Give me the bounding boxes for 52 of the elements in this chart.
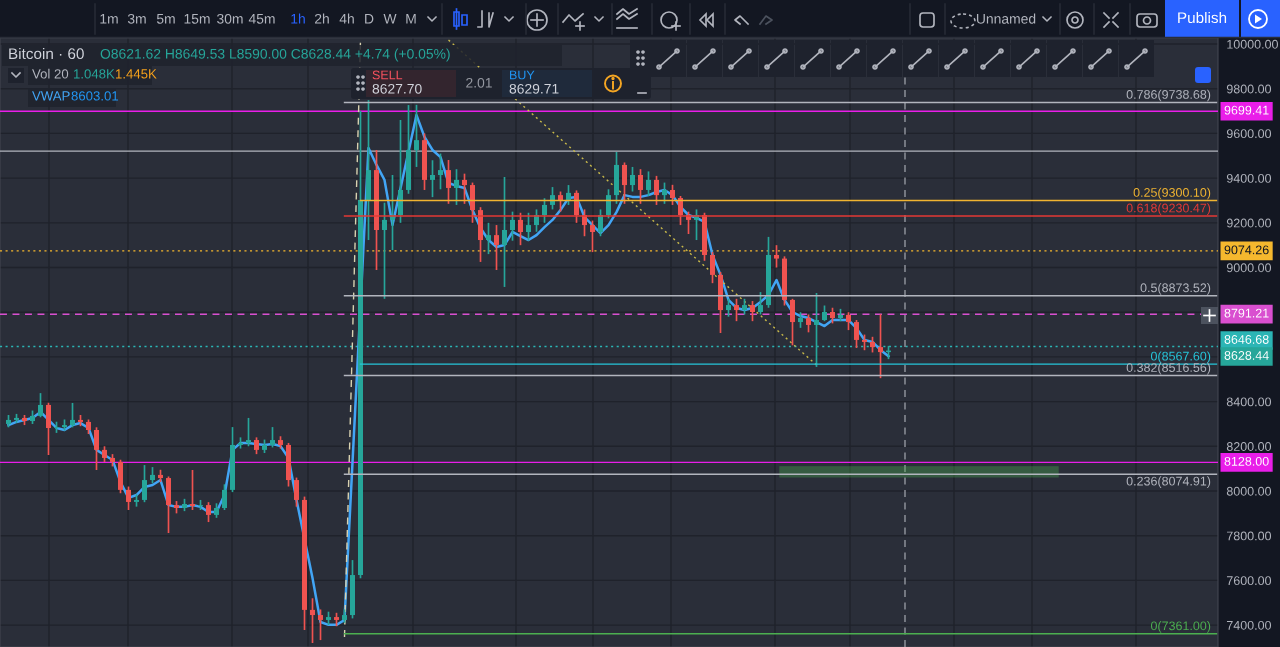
ref-line-label: 8646.68 — [1224, 335, 1269, 344]
series-label: 0.618(9230.47) — [1126, 203, 1211, 215]
annotation: 2.01 — [466, 77, 492, 88]
series-label: 0.5(8873.52) — [1140, 283, 1211, 295]
annotation: 1.048K — [74, 69, 115, 79]
y-tick-label: 7800.00 — [1226, 531, 1272, 541]
text: 45m — [248, 14, 275, 24]
text: 3m — [127, 13, 146, 24]
text: Publish — [1178, 11, 1227, 24]
text: 15m — [184, 14, 210, 24]
text: 1m — [100, 14, 118, 24]
series-label: 0.25(9300.10) — [1133, 187, 1211, 200]
y-tick-label: 8200.00 — [1226, 442, 1272, 451]
text: 4h — [339, 13, 354, 24]
y-tick-label: 8000.00 — [1226, 486, 1272, 496]
ref-line-label: 9699.41 — [1224, 105, 1269, 115]
ref-line-label: 8791.21 — [1224, 308, 1269, 318]
annotation: Vol 20 — [32, 68, 69, 79]
y-tick-label: 9800.00 — [1226, 84, 1272, 94]
y-tick-label: 10000.00 — [1227, 39, 1278, 49]
y-tick-label: 7400.00 — [1226, 620, 1272, 630]
y-tick-label: 8400.00 — [1226, 397, 1272, 407]
annotation: 8627.70 — [372, 83, 422, 94]
text: Bitcoin · 60 — [9, 47, 84, 60]
text: 1h — [291, 13, 305, 24]
annotation: 8603.01 — [71, 91, 119, 101]
series-label: 0.382(8516.56) — [1126, 362, 1211, 375]
series-label: 0(8567.60) — [1150, 351, 1211, 364]
ref-line-label: 8128.00 — [1224, 456, 1269, 466]
y-tick-label: 9200.00 — [1226, 218, 1272, 228]
annotation: SELL — [372, 70, 403, 80]
y-tick-label: 9000.00 — [1226, 263, 1272, 273]
annotation: BUY — [510, 70, 535, 80]
y-tick-label: 9400.00 — [1226, 173, 1272, 183]
series-label: 0.786(9738.68) — [1126, 89, 1211, 102]
text: 2h — [314, 13, 329, 24]
text: 8628.44 — [1224, 351, 1269, 360]
text: D — [365, 14, 374, 24]
series-label: 0(7361.00) — [1150, 621, 1211, 633]
text: 30m — [217, 13, 243, 24]
y-tick-label: 7600.00 — [1226, 576, 1272, 586]
text: Unnamed — [976, 13, 1036, 24]
annotation: O8621.62 H8649.53 L8590.00 C8628.44 +4.74 (+0.05%) — [100, 48, 450, 62]
text: 5m — [156, 14, 175, 24]
text: W — [383, 14, 397, 24]
text: VWAP — [32, 91, 70, 101]
annotation: 1.445K — [116, 69, 157, 79]
annotation: 8629.71 — [509, 83, 559, 94]
y-tick-label: 9600.00 — [1226, 129, 1272, 139]
series-label: 0.236(8074.91) — [1126, 476, 1211, 488]
ref-line-label: 9074.26 — [1224, 245, 1269, 255]
text: M — [406, 14, 416, 24]
